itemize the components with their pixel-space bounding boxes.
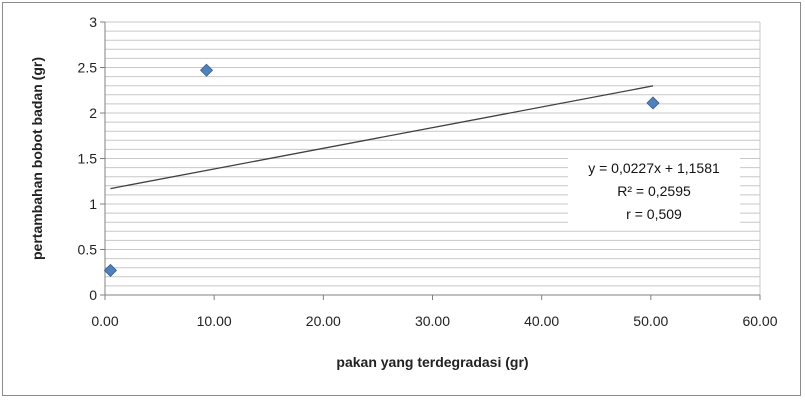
y-tick-label: 0.5 [78, 242, 98, 258]
r-line: r = 0,509 [626, 206, 682, 222]
x-tick-label: 50.00 [633, 313, 668, 329]
x-axis-title: pakan yang terdegradasi (gr) [336, 354, 528, 370]
data-points [103, 63, 660, 277]
y-tick-label: 1.5 [78, 151, 98, 167]
x-tick-label: 10.00 [197, 313, 232, 329]
x-tick-label: 40.00 [524, 313, 559, 329]
data-point [199, 63, 214, 77]
trendline [110, 85, 654, 190]
y-tick-labels: 0 0.5 1 1.5 2 2.5 3 [78, 14, 98, 303]
y-tick-label: 2 [89, 105, 97, 121]
data-point [646, 96, 660, 110]
x-tick-label: 60.00 [742, 313, 777, 329]
equation-background [568, 155, 740, 225]
y-tick-label: 1 [89, 196, 97, 212]
axes [100, 21, 761, 300]
data-point [103, 263, 118, 277]
x-tick-label: 20.00 [306, 313, 341, 329]
y-tick-label: 0 [89, 287, 97, 303]
equation-box: y = 0,0227x + 1,1581 R² = 0,2595 r = 0,5… [568, 155, 740, 225]
gridlines [105, 21, 761, 295]
y-tick-label: 3 [89, 14, 97, 30]
equation-line: y = 0,0227x + 1,1581 [588, 160, 720, 176]
x-tick-label: 30.00 [415, 313, 450, 329]
r-squared-line: R² = 0,2595 [617, 183, 691, 199]
y-tick-label: 2.5 [78, 60, 98, 76]
x-tick-label: 0.00 [91, 313, 118, 329]
x-tick-labels: 0.00 10.00 20.00 30.00 40.00 50.00 60.00 [91, 313, 777, 329]
y-axis-title: pertambahan bobot badan (gr) [29, 57, 45, 260]
